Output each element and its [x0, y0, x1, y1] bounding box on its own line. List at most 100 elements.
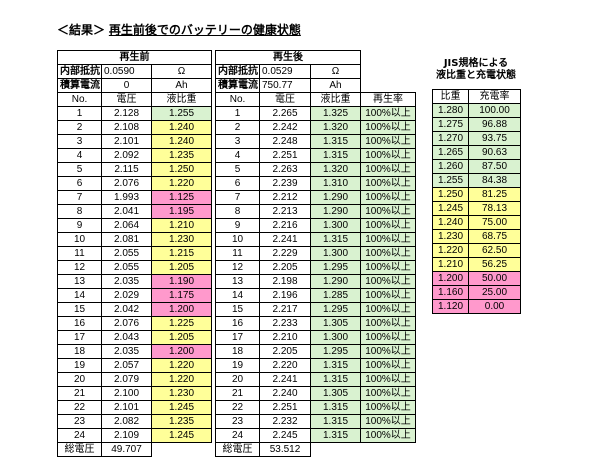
cell-no: 21 — [57, 386, 102, 401]
cell-voltage: 2.108 — [101, 120, 152, 135]
cell-voltage: 2.265 — [259, 106, 311, 121]
cell-gravity: 1.295 — [309, 344, 362, 359]
table-row: 1.160 25.00 — [432, 285, 521, 300]
cell-voltage: 2.128 — [101, 106, 152, 121]
cell-gravity: 1.245 — [432, 201, 469, 216]
cell-rate: 100%以上 — [360, 260, 417, 275]
cell-rate: 96.88 — [468, 117, 521, 132]
cell-gravity: 1.315 — [309, 148, 362, 163]
before-total-label: 総電圧 — [57, 442, 102, 457]
table-row: 20 2.241 1.315 100%以上 — [215, 372, 417, 387]
cell-no: 18 — [215, 344, 260, 359]
cell-gravity: 1.240 — [150, 120, 213, 135]
table-row: 1 2.128 1.255 — [57, 106, 213, 121]
table-row: 9 2.064 1.210 — [57, 218, 213, 233]
cell-rate: 100%以上 — [360, 316, 417, 331]
before-total-row: 総電圧 49.707 — [57, 442, 212, 457]
cell-no: 14 — [57, 288, 102, 303]
table-row: 7 2.212 1.290 100%以上 — [215, 190, 417, 205]
before-col-no: No. — [57, 92, 102, 107]
cell-gravity: 1.315 — [309, 232, 362, 247]
cell-gravity: 1.225 — [150, 316, 213, 331]
cell-gravity: 1.245 — [150, 400, 213, 415]
cell-rate: 100%以上 — [360, 218, 417, 233]
cell-no: 20 — [57, 372, 102, 387]
table-row: 1 2.265 1.325 100%以上 — [215, 106, 417, 121]
cell-no: 5 — [57, 162, 102, 177]
table-row: 6 2.239 1.310 100%以上 — [215, 176, 417, 191]
cell-gravity: 1.310 — [309, 176, 362, 191]
cell-rate: 0.00 — [468, 299, 521, 314]
cell-rate: 90.63 — [468, 145, 521, 160]
cell-voltage: 2.232 — [259, 414, 311, 429]
before-current-value: 0 — [101, 78, 152, 93]
cell-gravity: 1.205 — [150, 330, 213, 345]
cell-voltage: 2.081 — [101, 232, 152, 247]
cell-no: 5 — [215, 162, 260, 177]
cell-gravity: 1.200 — [150, 344, 213, 359]
cell-gravity: 1.315 — [309, 134, 362, 149]
table-row: 8 2.213 1.290 100%以上 — [215, 204, 417, 219]
cell-voltage: 2.212 — [259, 190, 311, 205]
title-main: 再生前後でのバッテリーの健康状態 — [108, 23, 301, 37]
cell-gravity: 1.325 — [309, 106, 362, 121]
table-row: 13 2.198 1.290 100%以上 — [215, 274, 417, 289]
page-title: ＜結果＞ 再生前後でのバッテリーの健康状態 — [57, 21, 301, 38]
cell-no: 15 — [215, 302, 260, 317]
table-row: 7 1.993 1.125 — [57, 190, 213, 205]
table-row: 11 2.055 1.215 — [57, 246, 213, 261]
table-row: 2 2.242 1.320 100%以上 — [215, 120, 417, 135]
after-current-value: 750.77 — [259, 78, 311, 93]
cell-gravity: 1.290 — [309, 190, 362, 205]
before-col-gravity: 液比重 — [150, 92, 213, 107]
cell-voltage: 2.042 — [101, 302, 152, 317]
cell-gravity: 1.270 — [432, 131, 469, 146]
table-row: 1.230 68.75 — [432, 229, 521, 244]
table-row: 1.275 96.88 — [432, 117, 521, 132]
table-row: 23 2.082 1.235 — [57, 414, 213, 429]
cell-rate: 100%以上 — [360, 274, 417, 289]
cell-no: 1 — [215, 106, 260, 121]
cell-no: 20 — [215, 372, 260, 387]
table-row: 19 2.220 1.315 100%以上 — [215, 358, 417, 373]
cell-no: 13 — [57, 274, 102, 289]
cell-no: 24 — [215, 428, 260, 443]
table-row: 16 2.233 1.305 100%以上 — [215, 316, 417, 331]
cell-voltage: 2.101 — [101, 134, 152, 149]
cell-no: 24 — [57, 428, 102, 443]
cell-voltage: 2.263 — [259, 162, 311, 177]
cell-voltage: 2.082 — [101, 414, 152, 429]
table-row: 1.120 0.00 — [432, 299, 521, 314]
before-col-voltage: 電圧 — [101, 92, 152, 107]
cell-no: 16 — [57, 316, 102, 331]
cell-voltage: 2.115 — [101, 162, 152, 177]
cell-no: 17 — [215, 330, 260, 345]
cell-no: 8 — [57, 204, 102, 219]
cell-voltage: 2.079 — [101, 372, 152, 387]
table-row: 1.250 81.25 — [432, 187, 521, 202]
cell-rate: 100%以上 — [360, 134, 417, 149]
cell-rate: 100%以上 — [360, 344, 417, 359]
table-row: 6 2.076 1.220 — [57, 176, 213, 191]
table-row: 3 2.101 1.240 — [57, 134, 213, 149]
cell-gravity: 1.235 — [150, 414, 213, 429]
table-row: 15 2.217 1.295 100%以上 — [215, 302, 417, 317]
cell-no: 18 — [57, 344, 102, 359]
cell-voltage: 2.109 — [101, 428, 152, 443]
cell-gravity: 1.245 — [150, 428, 213, 443]
table-row: 3 2.248 1.315 100%以上 — [215, 134, 417, 149]
table-row: 4 2.092 1.235 — [57, 148, 213, 163]
cell-gravity: 1.300 — [309, 330, 362, 345]
cell-gravity: 1.290 — [309, 204, 362, 219]
table-row: 9 2.216 1.300 100%以上 — [215, 218, 417, 233]
cell-rate: 100%以上 — [360, 176, 417, 191]
cell-gravity: 1.295 — [309, 302, 362, 317]
cell-no: 6 — [215, 176, 260, 191]
cell-gravity: 1.315 — [309, 358, 362, 373]
cell-no: 4 — [57, 148, 102, 163]
cell-rate: 75.00 — [468, 215, 521, 230]
table-row: 17 2.043 1.205 — [57, 330, 213, 345]
cell-no: 12 — [215, 260, 260, 275]
cell-voltage: 1.993 — [101, 190, 152, 205]
cell-gravity: 1.315 — [309, 400, 362, 415]
